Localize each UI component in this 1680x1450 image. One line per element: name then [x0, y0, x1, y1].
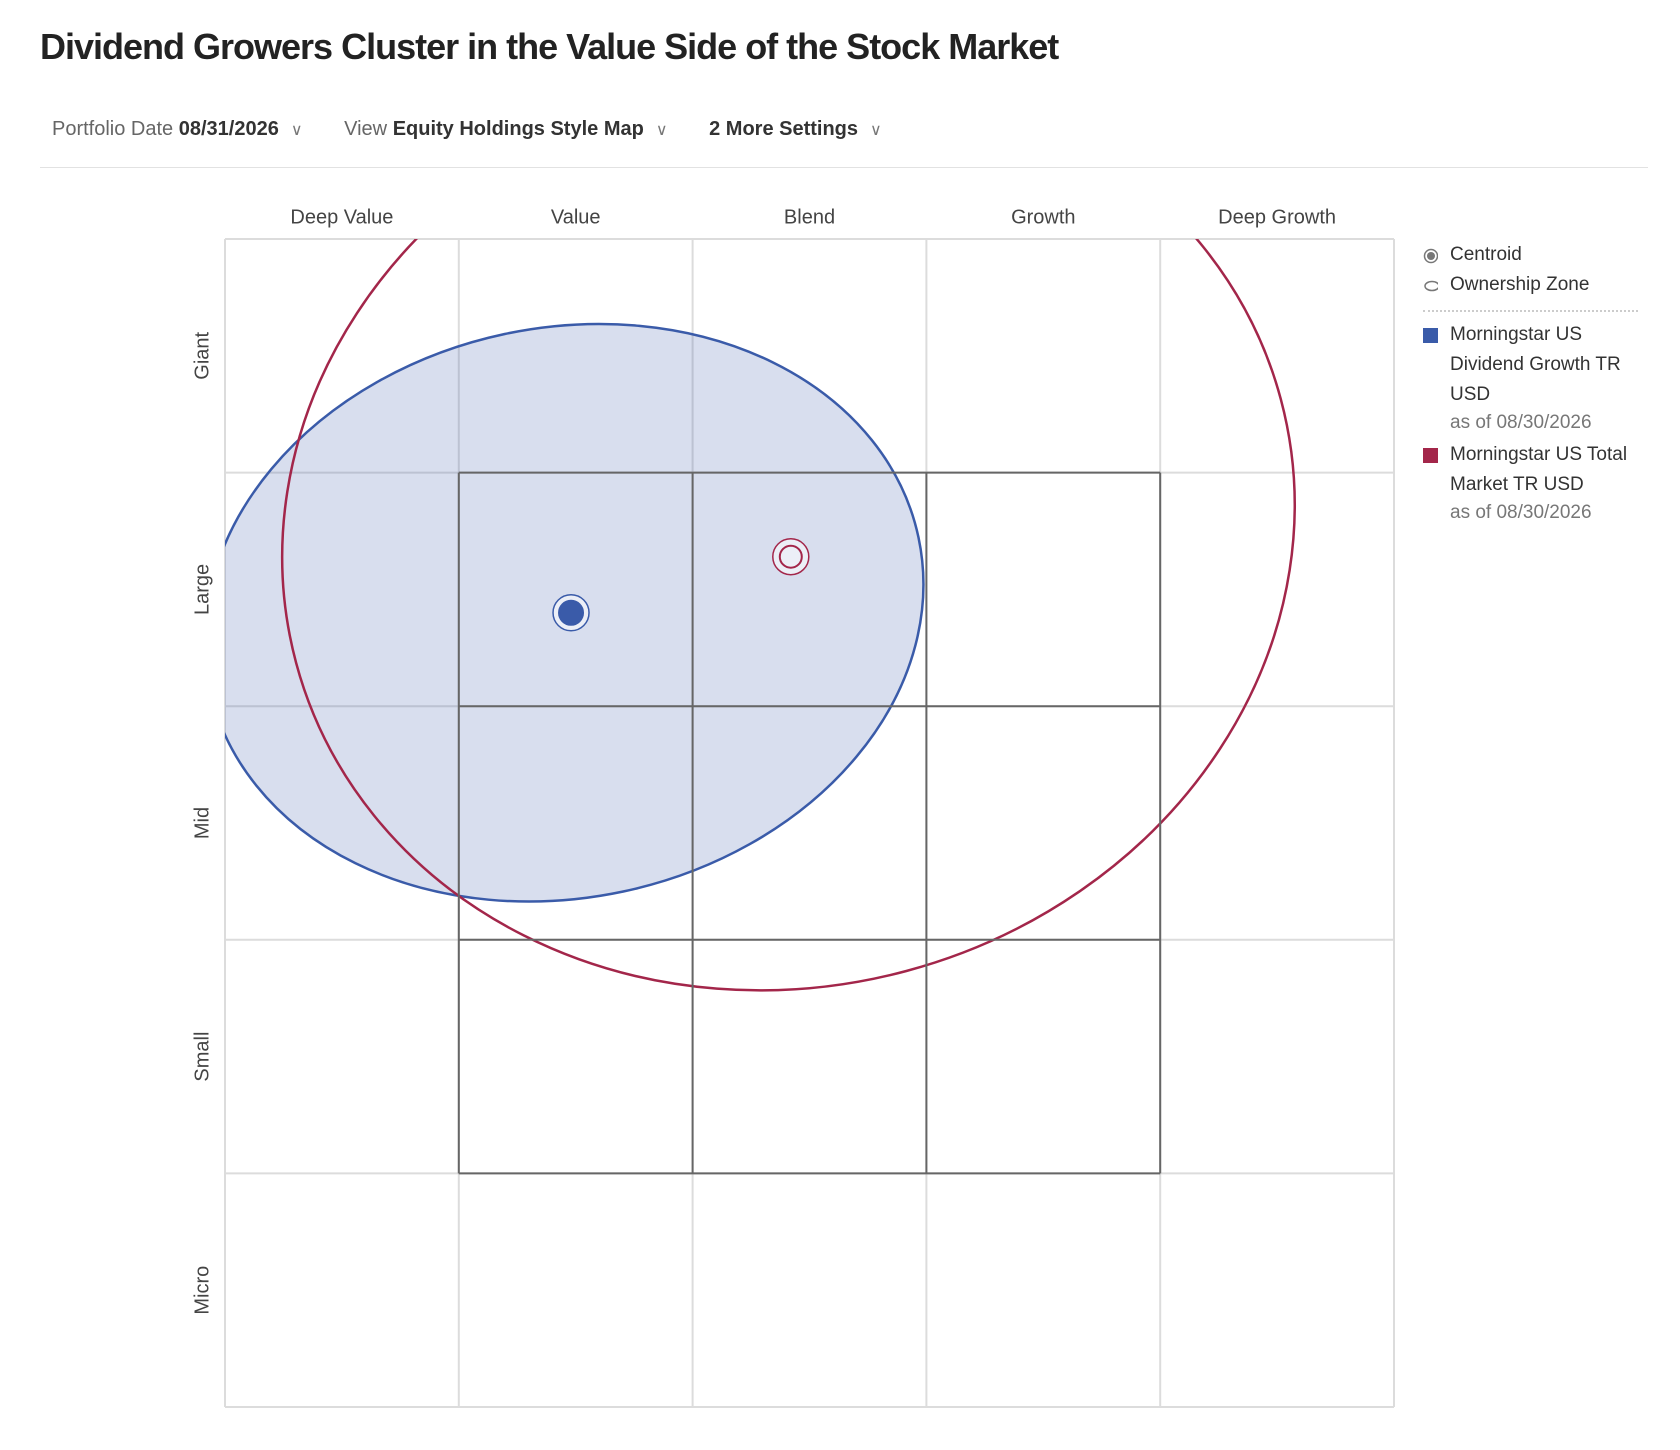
- row-label: Mid: [191, 807, 213, 839]
- legend-label: Ownership Zone: [1450, 274, 1590, 295]
- value: 08/31/2026: [178, 118, 279, 140]
- chart: Deep Value Value Blend Growth Deep Growth Gia…: [191, 206, 1395, 1408]
- label: Portfolio Date: [52, 118, 174, 140]
- legend-entry: Morningstar US Dividend Growth TR USD as …: [1423, 320, 1643, 436]
- date-control[interactable]: Portfolio Date 08/31/2026 ∨: [52, 118, 303, 140]
- legend-date: as of 08/30/2026: [1450, 502, 1592, 523]
- legend: Centroid Ownership Zone Morningstar US Div…: [1423, 240, 1643, 530]
- row-label: Micro: [191, 1266, 213, 1315]
- legend-key: Centroid: [1423, 240, 1643, 270]
- chart-title: Dividend Growers Cluster in the Value Si…: [40, 26, 1059, 67]
- label: 2 More Settings: [709, 118, 859, 140]
- centroid: [558, 599, 585, 626]
- value: Equity Holdings Style Map: [392, 118, 644, 140]
- legend-icon: [1423, 278, 1438, 293]
- legend-entry: Morningstar US Total Market TR USD as of …: [1423, 440, 1643, 526]
- legend-name: Morningstar US Dividend Growth TR USD: [1450, 324, 1621, 405]
- column-label: Growth: [1011, 206, 1075, 228]
- row-label: Large: [191, 564, 213, 615]
- more-settings[interactable]: 2 More Settings ∨: [709, 118, 882, 140]
- label: View: [344, 118, 388, 140]
- centroid-ring: [772, 537, 810, 576]
- legend-date: as of 08/30/2026: [1450, 412, 1592, 433]
- ownership-zone: [280, 239, 1296, 992]
- column-label: Blend: [784, 206, 835, 228]
- centroid: [778, 544, 803, 569]
- legend-icon: [1423, 248, 1438, 263]
- legend-label: Centroid: [1450, 244, 1522, 265]
- legend-key: Ownership Zone: [1423, 270, 1643, 300]
- column-label: Deep Growth: [1218, 206, 1336, 228]
- row-label: Small: [191, 1032, 213, 1082]
- legend-separator: [1423, 310, 1638, 312]
- legend-name: Morningstar US Total Market TR USD: [1450, 444, 1628, 495]
- column-label: Value: [551, 206, 601, 228]
- row-label: Giant: [191, 331, 213, 379]
- column-label: Deep Value: [290, 206, 393, 228]
- legend-text: Morningstar US Dividend Growth TR USD as …: [1450, 320, 1635, 436]
- legend-text: Morningstar US Total Market TR USD as of …: [1450, 440, 1635, 526]
- controls: Portfolio Date 08/31/2026 ∨ View Equity H…: [52, 118, 918, 141]
- legend-swatch: [1423, 448, 1438, 463]
- legend-swatch: [1423, 328, 1438, 343]
- view-control[interactable]: View Equity Holdings Style Map ∨: [344, 118, 668, 140]
- divider: [40, 167, 1648, 168]
